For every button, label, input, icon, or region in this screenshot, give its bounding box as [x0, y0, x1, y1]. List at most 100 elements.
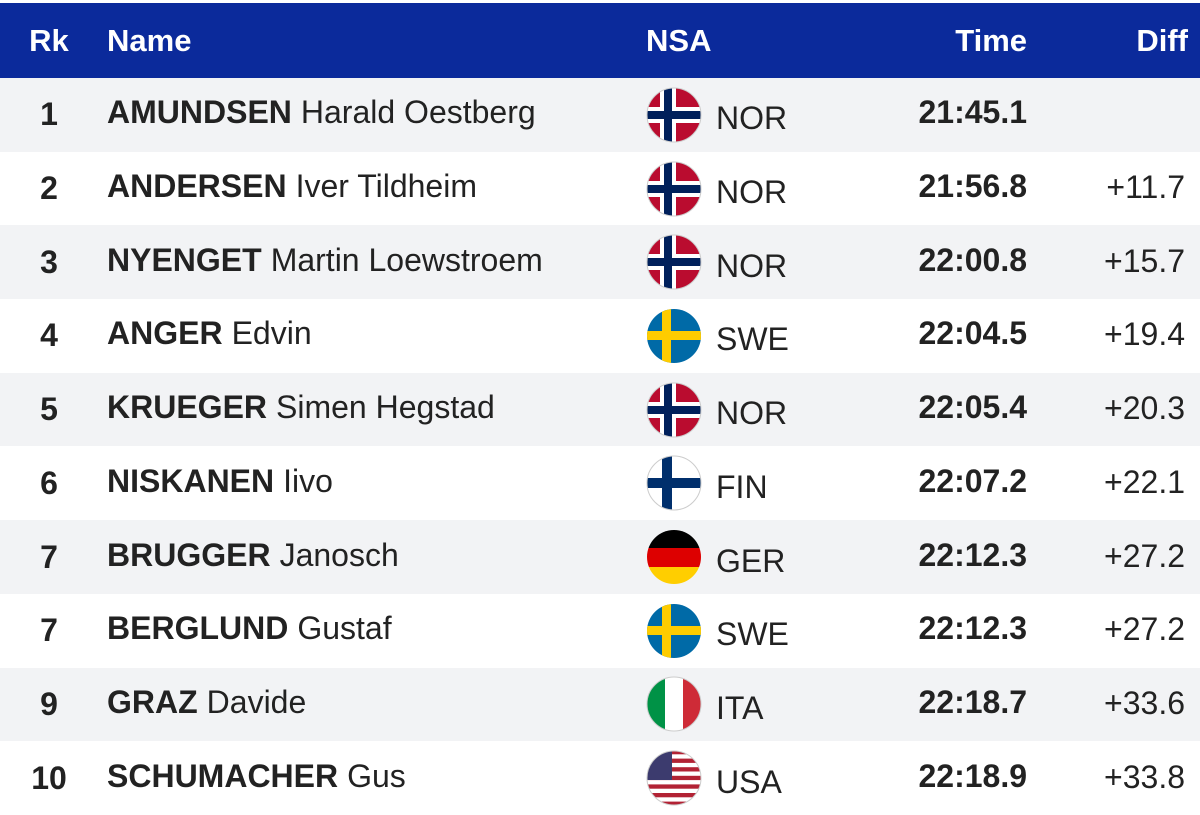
flag-icon: [646, 750, 702, 806]
flag-cell: [646, 225, 702, 299]
result-row: 3 NYENGET Martin Loewstroem NOR 22:00.8 +15.7: [0, 225, 1200, 300]
rank: 4: [40, 317, 58, 354]
nsa: ITA: [716, 689, 764, 726]
nsa: SWE: [716, 616, 789, 653]
athlete-name: NISKANEN Iivo: [107, 447, 333, 521]
flag-icon: [646, 234, 702, 290]
nsa: NOR: [716, 395, 788, 432]
surname: ANDERSEN: [107, 168, 287, 205]
flag-cell: [646, 373, 702, 447]
diff: +20.3: [1104, 390, 1185, 427]
given-name: Simen Hegstad: [276, 389, 495, 426]
result-row: 6 NISKANEN Iivo FIN 22:07.2 +22.1: [0, 447, 1200, 521]
flag-cell: [646, 594, 702, 668]
flag-icon: [646, 455, 702, 511]
time: 22:12.3: [918, 610, 1027, 647]
surname: BRUGGER: [107, 536, 271, 573]
diff: +27.2: [1104, 611, 1185, 648]
result-row: 7 BRUGGER Janosch GER 22:12.3 +27.2: [0, 520, 1200, 594]
header-cell: NSA: [646, 22, 712, 58]
flag-cell: [646, 741, 702, 815]
given-name: Martin Loewstroem: [270, 241, 543, 278]
header-cell: Time: [955, 22, 1027, 58]
flag-icon: [646, 603, 702, 659]
diff: +22.1: [1104, 463, 1185, 500]
athlete-name: GRAZ Davide: [107, 668, 306, 742]
result-row: 2 ANDERSEN Iver Tildheim NOR 21:56.8 +11.7: [0, 152, 1200, 226]
diff: +19.4: [1104, 316, 1185, 353]
athlete-name: KRUEGER Simen Hegstad: [107, 373, 495, 447]
rank: 7: [40, 538, 58, 575]
athlete-name: ANGER Edvin: [107, 299, 312, 373]
flag: [646, 308, 702, 364]
flag-icon: [646, 676, 702, 732]
flag: [646, 161, 702, 217]
time: 21:56.8: [918, 168, 1027, 205]
flag-cell: [646, 78, 702, 152]
time: 22:05.4: [918, 389, 1027, 426]
athlete-name: BRUGGER Janosch: [107, 520, 399, 594]
rank: 1: [40, 96, 58, 133]
nsa: NOR: [716, 100, 788, 137]
surname: NISKANEN: [107, 462, 275, 499]
given-name: Iivo: [283, 462, 333, 499]
athlete-name: BERGLUND Gustaf: [107, 594, 392, 668]
flag-cell: [646, 668, 702, 742]
diff: +27.2: [1104, 537, 1185, 574]
time: 22:18.7: [918, 683, 1027, 720]
surname: SCHUMACHER: [107, 757, 339, 794]
time: 22:18.9: [918, 757, 1027, 794]
time: 22:12.3: [918, 536, 1027, 573]
nsa: USA: [716, 763, 782, 800]
given-name: Gustaf: [297, 610, 392, 647]
rank: 7: [40, 612, 58, 649]
nsa: NOR: [716, 174, 788, 211]
rank: 10: [31, 759, 67, 796]
flag-cell: [646, 299, 702, 373]
given-name: Janosch: [279, 536, 399, 573]
time: 21:45.1: [918, 94, 1027, 131]
flag: [646, 455, 702, 511]
flag-icon: [646, 382, 702, 438]
diff: +11.7: [1106, 169, 1185, 206]
given-name: Iver Tildheim: [295, 168, 477, 205]
athlete-name: SCHUMACHER Gus: [107, 741, 406, 815]
nsa: SWE: [716, 321, 789, 358]
flag-icon: [646, 161, 702, 217]
surname: BERGLUND: [107, 610, 289, 647]
nsa: GER: [716, 542, 786, 579]
surname: NYENGET: [107, 241, 262, 278]
time: 22:04.5: [918, 315, 1027, 352]
diff: +33.8: [1104, 758, 1185, 795]
rank: 9: [40, 685, 58, 722]
header-cell: Name: [107, 22, 192, 58]
athlete-name: NYENGET Martin Loewstroem: [107, 225, 543, 299]
surname: AMUNDSEN: [107, 94, 292, 131]
flag-cell: [646, 520, 702, 594]
given-name: Edvin: [231, 315, 312, 352]
time: 22:00.8: [918, 241, 1027, 278]
flag: [646, 676, 702, 732]
result-row: 10 SCHUMACHER Gus USA 22:18.9 +33.8: [0, 741, 1200, 815]
diff: +15.7: [1104, 242, 1185, 279]
header-cell: Rk: [29, 22, 69, 58]
rank: 3: [40, 243, 58, 280]
rank: 6: [40, 464, 58, 501]
flag: [646, 529, 702, 585]
flag-cell: [646, 152, 702, 226]
header-cell: Diff: [1136, 22, 1188, 58]
result-row: 1 AMUNDSEN Harald Oestberg NOR 21:45.1: [0, 78, 1200, 152]
flag: [646, 382, 702, 438]
flag-cell: [646, 447, 702, 521]
surname: ANGER: [107, 315, 223, 352]
result-row: 9 GRAZ Davide ITA 22:18.7 +33.6: [0, 667, 1200, 742]
flag: [646, 603, 702, 659]
flag: [646, 234, 702, 290]
given-name: Davide: [206, 683, 307, 720]
header-row: Rk Name NSA Time Diff: [0, 0, 1200, 78]
diff: +33.6: [1104, 684, 1185, 721]
flag-icon: [646, 87, 702, 143]
flag: [646, 750, 702, 806]
rank: 2: [40, 170, 58, 207]
